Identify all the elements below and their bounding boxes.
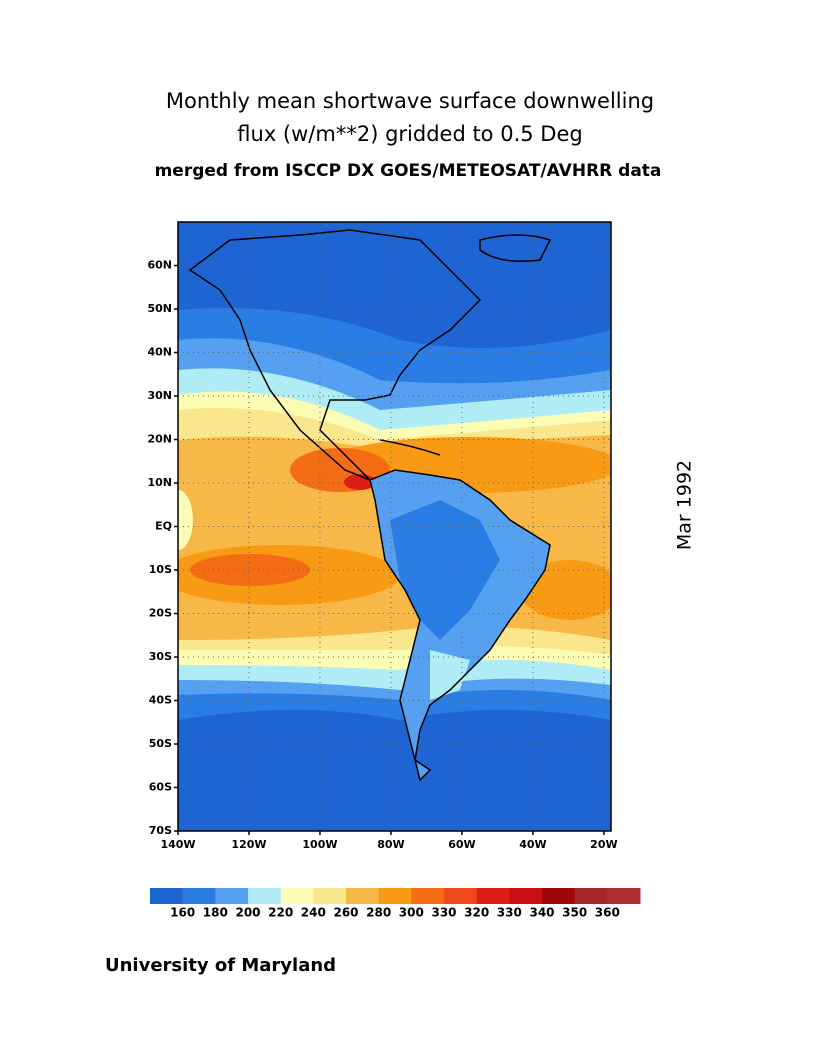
colorbar-label: 240	[301, 906, 326, 920]
colorbar-label: 360	[595, 906, 620, 920]
colorbar-swatch	[313, 888, 347, 904]
title-line: flux (w/m**2) gridded to 0.5 Deg	[237, 122, 582, 146]
footer: University of Maryland	[105, 955, 336, 976]
y-tick-label: 30S	[149, 650, 172, 663]
colorbar-label: 160	[170, 906, 195, 920]
coastline	[379, 439, 441, 456]
y-tick-label: 10S	[149, 563, 172, 576]
subtitle: merged from ISCCP DX GOES/METEOSAT/AVHRR…	[155, 161, 662, 181]
y-tick-label: 30N	[147, 389, 172, 402]
x-tick-label: 60W	[448, 838, 475, 851]
colorbar-label: 320	[464, 906, 489, 920]
y-tick-label: EQ	[155, 520, 172, 533]
field	[178, 490, 193, 550]
y-tick-label: 50S	[149, 737, 172, 750]
colorbar-swatch	[574, 888, 608, 904]
colorbar-label: 280	[366, 906, 391, 920]
date-label: Mar 1992	[674, 460, 696, 550]
colorbar-swatch	[248, 888, 282, 904]
y-tick-label: 50N	[147, 302, 172, 315]
colorbar-label: 340	[529, 906, 554, 920]
colorbar-swatch	[378, 888, 412, 904]
colorbar-swatch	[542, 888, 576, 904]
colorbar-swatch	[150, 888, 184, 904]
y-tick-label: 10N	[147, 476, 172, 489]
colorbar-label: 350	[562, 906, 587, 920]
colorbar-label: 220	[268, 906, 293, 920]
y-tick-label: 20S	[149, 607, 172, 620]
colorbar-label: 180	[203, 906, 228, 920]
y-tick-label: 40N	[147, 346, 172, 359]
y-tick-label: 40S	[149, 694, 172, 707]
x-tick-label: 120W	[231, 838, 266, 851]
colorbar-label: 330	[431, 906, 456, 920]
field	[520, 560, 611, 620]
field	[190, 554, 310, 586]
x-tick-label: 20W	[590, 838, 617, 851]
x-tick-label: 80W	[377, 838, 404, 851]
y-tick-label: 60N	[147, 259, 172, 272]
colorbar-swatch	[444, 888, 478, 904]
y-tick-label: 20N	[147, 433, 172, 446]
x-tick-label: 40W	[519, 838, 546, 851]
y-tick-label: 60S	[149, 781, 172, 794]
colorbar-swatch	[411, 888, 445, 904]
map-field	[178, 222, 611, 831]
x-tick-label: 140W	[160, 838, 195, 851]
y-tick-label: 70S	[149, 824, 172, 837]
colorbar-swatch	[476, 888, 510, 904]
colorbar-label: 330	[497, 906, 522, 920]
colorbar-swatch	[607, 888, 641, 904]
coastline	[369, 469, 551, 782]
land-field	[390, 500, 500, 640]
coastline	[479, 234, 552, 262]
coastline	[188, 229, 482, 481]
colorbar-swatch	[509, 888, 543, 904]
colorbar-swatch	[182, 888, 216, 904]
colorbar-swatch	[215, 888, 249, 904]
x-tick-label: 100W	[302, 838, 337, 851]
colorbar-label: 300	[399, 906, 424, 920]
title-line: Monthly mean shortwave surface downwelli…	[166, 89, 654, 113]
colorbar-swatch	[346, 888, 380, 904]
land-field	[430, 650, 470, 700]
colorbar-swatch	[280, 888, 314, 904]
colorbar-label: 200	[235, 906, 260, 920]
colorbar-label: 260	[333, 906, 358, 920]
